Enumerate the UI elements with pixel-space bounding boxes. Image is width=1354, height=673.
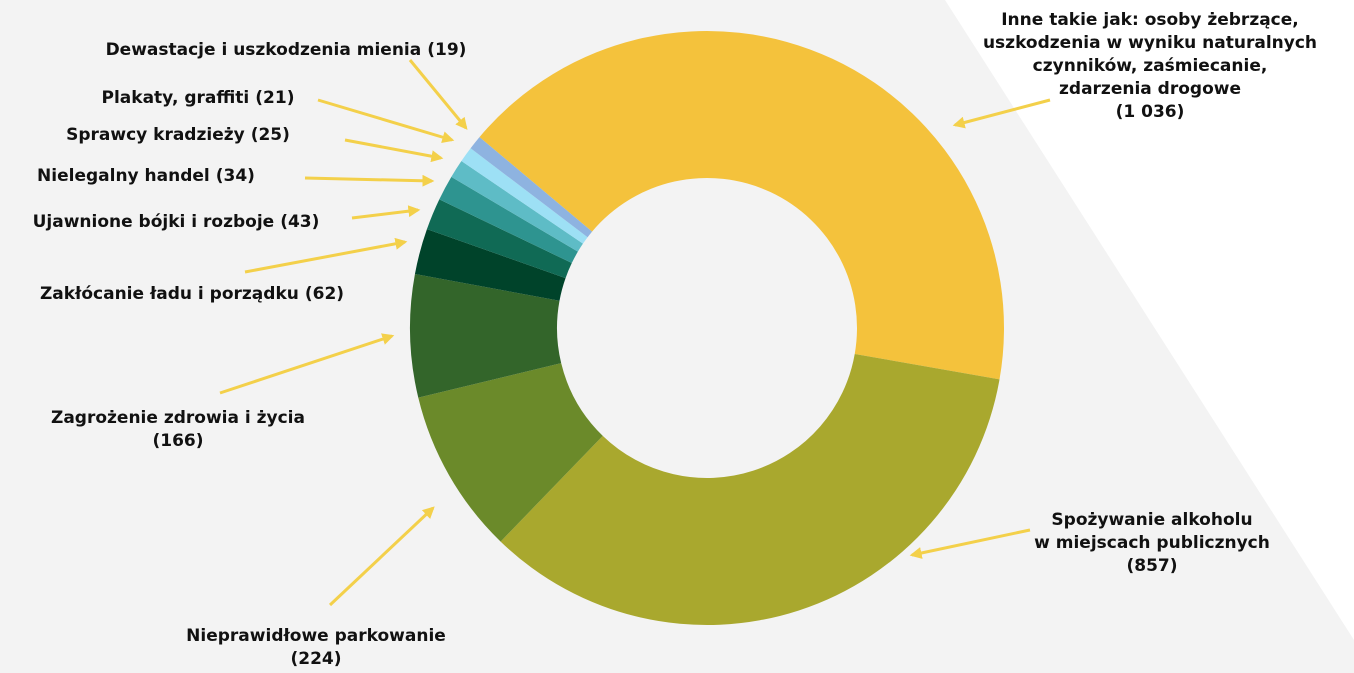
label-line: Zakłócanie ładu i porządku: [40, 284, 299, 304]
label-arrow: [328, 506, 435, 607]
donut-segment: [461, 148, 588, 244]
label-line: czynników, zaśmiecanie,: [1033, 56, 1268, 76]
label-line: Nieprawidłowe parkowanie: [186, 626, 446, 646]
label-arrow: [909, 528, 1031, 559]
label-arrow: [244, 237, 408, 274]
donut-segment: [418, 363, 603, 542]
label-line: Nielegalny handel: [37, 166, 210, 186]
value-label: (19): [427, 40, 466, 60]
label-line: Inne takie jak: osoby żebrzące,: [1001, 10, 1299, 30]
label-arrow: [351, 205, 421, 220]
value-label: (25): [251, 125, 290, 145]
value-label: (43): [280, 212, 319, 232]
donut-segment: [479, 30, 1004, 380]
label-arrow: [344, 138, 444, 163]
label-line: Spożywanie alkoholu: [1051, 510, 1252, 530]
label-line: Plakaty, graffiti: [102, 88, 250, 108]
label-arrow: [304, 174, 435, 187]
slice-label: Zagrożenie zdrowia i życia (166): [51, 408, 305, 451]
value-label: (166): [152, 431, 203, 451]
label-arrow: [317, 98, 455, 144]
value-label: (857): [1126, 556, 1177, 576]
donut-segment: [451, 161, 583, 252]
slice-label: Nieprawidłowe parkowanie (224): [186, 626, 446, 669]
donut-segment: [439, 176, 578, 264]
slice-label: Nielegalny handel (34): [37, 166, 255, 186]
label-arrow: [408, 59, 468, 130]
label-line: w miejscach publicznych: [1034, 533, 1270, 553]
label-line: Dewastacje i uszkodzenia mienia: [106, 40, 422, 60]
slice-label: Spożywanie alkoholu w miejscach publiczny…: [1034, 510, 1270, 576]
value-label: (34): [216, 166, 255, 186]
value-label: (21): [255, 88, 294, 108]
donut-segment: [414, 229, 566, 301]
label-arrow: [952, 98, 1051, 129]
slice-label: Inne takie jak: osoby żebrzące, uszkodzen…: [983, 10, 1317, 122]
label-line: Ujawnione bójki i rozboje: [33, 212, 275, 232]
donut-segment: [426, 199, 572, 279]
value-label: (62): [305, 284, 344, 304]
label-line: Zagrożenie zdrowia i życia: [51, 408, 305, 428]
donut-segment: [409, 274, 562, 398]
slice-label: Plakaty, graffiti (21): [102, 88, 295, 108]
donut-segment: [500, 353, 1000, 625]
slice-label: Sprawcy kradzieży (25): [66, 125, 290, 145]
label-line: uszkodzenia w wyniku naturalnych: [983, 33, 1317, 53]
value-label: (1 036): [1116, 102, 1185, 122]
slice-label: Ujawnione bójki i rozboje (43): [33, 212, 320, 232]
slice-label: Zakłócanie ładu i porządku (62): [40, 284, 344, 304]
donut-segment: [470, 137, 593, 238]
label-line: Sprawcy kradzieży: [66, 125, 245, 145]
label-arrow: [219, 333, 395, 395]
label-line: zdarzenia drogowe: [1059, 79, 1241, 99]
slice-label: Dewastacje i uszkodzenia mienia (19): [106, 40, 467, 60]
value-label: (224): [290, 649, 341, 669]
